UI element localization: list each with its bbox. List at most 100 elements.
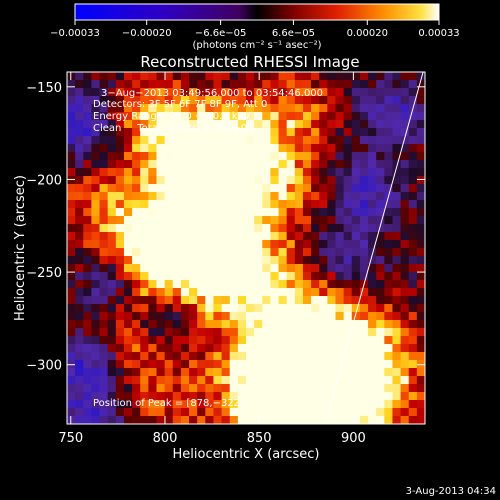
heatmap-cell: [359, 328, 369, 337]
heatmap-cell: [416, 96, 425, 105]
heatmap-cell: [368, 384, 377, 393]
heatmap-cell: [327, 296, 337, 305]
heatmap-cell: [75, 120, 84, 129]
heatmap-cell: [140, 264, 149, 273]
heatmap-cell: [140, 136, 149, 145]
heatmap-cell: [408, 160, 418, 169]
heatmap-cell: [237, 96, 247, 105]
heatmap-cell: [189, 328, 198, 337]
heatmap-cell: [115, 192, 125, 201]
heatmap-cell: [156, 288, 166, 297]
heatmap-cell: [172, 296, 182, 305]
heatmap-cell: [197, 376, 206, 385]
x-tick-label: 750: [58, 431, 83, 446]
heatmap-cell: [237, 168, 247, 177]
heatmap-cell: [140, 336, 149, 345]
heatmap-cell: [416, 400, 425, 409]
heatmap-cell: [229, 160, 239, 169]
heatmap-cell: [205, 256, 215, 265]
heatmap-cell: [172, 272, 182, 281]
heatmap-cell: [205, 408, 215, 417]
heatmap-cell: [148, 144, 158, 153]
heatmap-cell: [400, 112, 410, 121]
heatmap-cell: [262, 312, 272, 321]
heatmap-cell: [205, 200, 215, 209]
heatmap-cell: [237, 224, 247, 233]
heatmap-cell: [91, 304, 101, 313]
heatmap-cell: [237, 152, 247, 161]
heatmap-cell: [319, 416, 328, 424]
heatmap-cell: [180, 128, 190, 137]
colorbar-tick-label: 0.00033: [418, 28, 459, 39]
heatmap-cell: [246, 96, 255, 105]
heatmap-cell: [148, 72, 158, 81]
heatmap-cell: [197, 392, 206, 401]
heatmap-cell: [115, 184, 125, 193]
y-tick-label: −150: [26, 81, 62, 96]
heatmap-cell: [213, 368, 223, 377]
heatmap-cell: [408, 408, 418, 417]
heatmap-cell: [189, 264, 198, 273]
heatmap-cell: [311, 80, 320, 89]
heatmap-cell: [189, 160, 198, 169]
heatmap-cell: [75, 392, 84, 401]
heatmap-cell: [75, 360, 84, 369]
heatmap-cell: [67, 400, 76, 409]
heatmap-cell: [294, 328, 304, 337]
heatmap-cell: [262, 328, 272, 337]
heatmap-cell: [180, 328, 190, 337]
heatmap-cell: [246, 120, 255, 129]
heatmap-cell: [416, 200, 425, 209]
heatmap-cell: [254, 80, 263, 89]
heatmap-cell: [392, 96, 402, 105]
heatmap-cell: [368, 240, 377, 249]
heatmap-cell: [237, 368, 247, 377]
heatmap-cell: [311, 280, 320, 289]
heatmap-cell: [115, 224, 125, 233]
heatmap-cell: [368, 232, 377, 241]
heatmap-cell: [132, 352, 141, 361]
heatmap-cell: [286, 216, 296, 225]
heatmap-cell: [392, 256, 402, 265]
heatmap-cell: [213, 360, 223, 369]
heatmap-cell: [229, 104, 239, 113]
heatmap-cell: [205, 176, 215, 185]
heatmap-cell: [416, 136, 425, 145]
heatmap-cell: [237, 376, 247, 385]
heatmap-cell: [376, 336, 385, 345]
heatmap-cell: [286, 304, 296, 313]
heatmap-cell: [123, 128, 133, 137]
heatmap-cell: [278, 168, 288, 177]
heatmap-cell: [408, 96, 418, 105]
heatmap-cell: [335, 208, 345, 217]
heatmap-cell: [392, 336, 402, 345]
heatmap-cell: [302, 96, 312, 105]
heatmap-cell: [67, 152, 76, 161]
heatmap-cell: [302, 192, 312, 201]
heatmap-cell: [294, 256, 304, 265]
heatmap-cell: [115, 352, 125, 361]
heatmap-cell: [156, 352, 166, 361]
heatmap-cell: [156, 176, 166, 185]
heatmap-cell: [246, 184, 255, 193]
heatmap-cell: [180, 384, 190, 393]
heatmap-cell: [83, 296, 93, 305]
heatmap-cell: [294, 312, 304, 321]
heatmap-cell: [294, 304, 304, 313]
heatmap-cell: [189, 312, 198, 321]
heatmap-cell: [75, 224, 84, 233]
heatmap-cell: [221, 192, 231, 201]
heatmap-cell: [132, 368, 141, 377]
heatmap-cell: [221, 216, 231, 225]
heatmap-cell: [180, 376, 190, 385]
heatmap-cell: [319, 264, 328, 273]
heatmap-cell: [180, 256, 190, 265]
heatmap-cell: [254, 304, 263, 313]
heatmap-cell: [140, 152, 149, 161]
heatmap-cell: [254, 144, 263, 153]
heatmap-cell: [213, 256, 223, 265]
heatmap-cell: [164, 176, 174, 185]
heatmap-cell: [123, 304, 133, 313]
heatmap-cell: [221, 208, 231, 217]
heatmap-cell: [408, 144, 418, 153]
